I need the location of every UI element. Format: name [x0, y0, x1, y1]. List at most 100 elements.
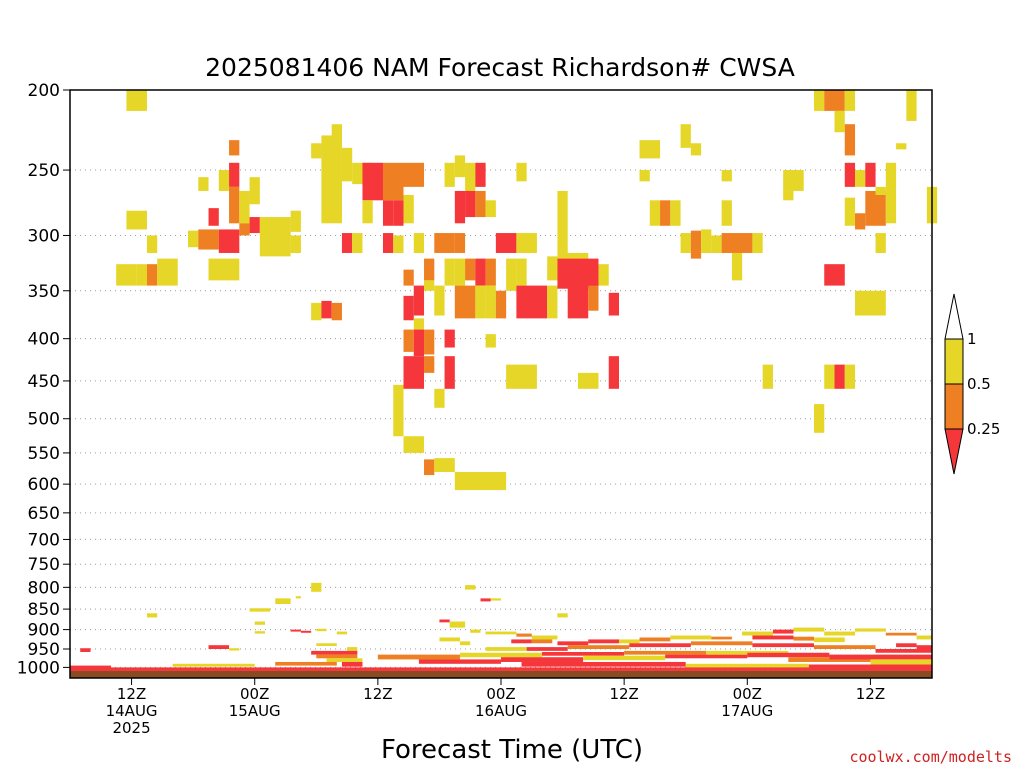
ri-cell-38 [382, 233, 394, 253]
ri-cell-43 [413, 233, 425, 253]
ri-cell-156 [254, 621, 265, 625]
ri-cell-201 [752, 643, 814, 648]
ri-cell-195 [916, 645, 932, 649]
ri-cell-142 [844, 364, 856, 389]
ri-cell-61 [413, 285, 425, 316]
legend-bin-yellow [944, 338, 964, 385]
ri-cell-7 [188, 230, 199, 248]
ri-cell-120 [783, 190, 794, 201]
ri-cell-176 [511, 639, 532, 644]
ytick-label-400: 400 [28, 330, 60, 350]
ri-cell-102 [639, 170, 650, 182]
xtick-label-18-0: 00Z [240, 685, 269, 703]
ytick-label-600: 600 [28, 475, 60, 495]
x-axis-label: Forecast Time (UTC) [381, 735, 643, 765]
ytick-label-700: 700 [28, 530, 60, 550]
ri-cell-96 [424, 459, 435, 476]
ri-cell-145 [465, 585, 476, 590]
ytick-label-850: 850 [28, 600, 60, 620]
ri-cell-97 [434, 458, 455, 472]
ri-cell-216 [870, 659, 932, 665]
ri-cell-165 [316, 643, 337, 646]
ri-cell-35 [362, 200, 373, 224]
ri-cell-154 [449, 621, 466, 628]
ri-cell-66 [465, 258, 476, 281]
ri-cell-206 [459, 652, 543, 658]
ri-cell-72 [506, 258, 517, 291]
ri-cell-146 [146, 613, 158, 618]
legend: 1 0.5 0.25 [944, 293, 1000, 475]
ri-cell-189 [885, 632, 917, 636]
ri-cell-187 [824, 631, 856, 636]
xtick-label-6-0: 12Z [117, 685, 146, 703]
ri-cell-47 [454, 155, 466, 178]
ri-cell-214 [788, 657, 871, 662]
ri-cell-51 [465, 190, 476, 218]
ri-cell-172 [459, 641, 471, 646]
ri-cell-143 [813, 404, 825, 433]
ri-cell-60 [424, 280, 435, 291]
ri-cell-178 [557, 641, 589, 646]
ri-cell-149 [249, 608, 271, 612]
ytick-label-450: 450 [28, 372, 60, 392]
ri-cell-55 [516, 162, 527, 182]
ri-cell-30 [341, 147, 353, 182]
ri-cell-190 [916, 635, 932, 640]
ri-cell-92 [444, 356, 455, 389]
ri-cell-108 [690, 143, 702, 156]
ri-cell-36 [382, 162, 404, 201]
ri-cell-144 [311, 582, 322, 592]
ri-cell-153 [439, 619, 450, 623]
ri-cell-62 [434, 285, 445, 316]
ytick-label-750: 750 [28, 555, 60, 575]
ri-cell-150 [480, 598, 491, 602]
ri-cell-3 [116, 264, 137, 286]
ri-cell-196 [485, 647, 527, 651]
ri-cell-19 [249, 177, 260, 205]
ri-cell-159 [316, 628, 327, 632]
ri-cell-88 [424, 329, 435, 355]
ri-cell-114 [721, 233, 753, 253]
ri-cell-125 [844, 124, 856, 156]
ri-cell-193 [813, 637, 845, 643]
ri-cell-52 [475, 162, 486, 187]
ri-cell-31 [341, 233, 353, 253]
ri-cell-85 [413, 318, 425, 330]
ri-cell-48 [454, 190, 466, 224]
ri-cell-26 [331, 302, 342, 321]
ri-cell-185 [772, 629, 794, 634]
ri-cell-179 [588, 639, 620, 644]
ri-cell-122 [824, 90, 845, 111]
xtick-label-66-1: 17AUG [721, 702, 773, 720]
ri-cell-79 [567, 285, 589, 319]
ri-cell-129 [855, 213, 866, 230]
ri-cell-42 [403, 162, 425, 187]
legend-bin-orange [944, 383, 964, 430]
ytick-label-250: 250 [28, 161, 60, 181]
ri-cell-112 [711, 235, 722, 253]
ri-cell-211 [665, 654, 748, 659]
ri-cell-110 [690, 230, 702, 259]
ri-cell-199 [629, 643, 691, 648]
ri-cell-171 [439, 637, 460, 642]
ri-cell-198 [567, 645, 630, 649]
ri-cell-18 [239, 223, 250, 236]
ri-cell-151 [490, 598, 501, 601]
ri-cell-78 [598, 264, 609, 286]
ytick-label-550: 550 [28, 444, 60, 464]
ri-cell-140 [824, 364, 835, 389]
ri-cell-177 [531, 639, 553, 644]
ri-cell-184 [742, 631, 773, 636]
ri-cell-164 [229, 648, 240, 651]
ri-cell-45 [434, 233, 455, 253]
ri-cell-167 [311, 650, 358, 655]
xtick-label-42-1: 16AUG [475, 702, 527, 720]
ri-cell-133 [885, 162, 897, 224]
ri-cell-174 [516, 633, 532, 637]
ri-cell-209 [583, 655, 666, 661]
ri-cell-83 [403, 269, 414, 286]
ri-cell-169 [326, 658, 363, 662]
ri-cell-89 [444, 329, 455, 348]
ri-cell-15 [229, 162, 240, 187]
